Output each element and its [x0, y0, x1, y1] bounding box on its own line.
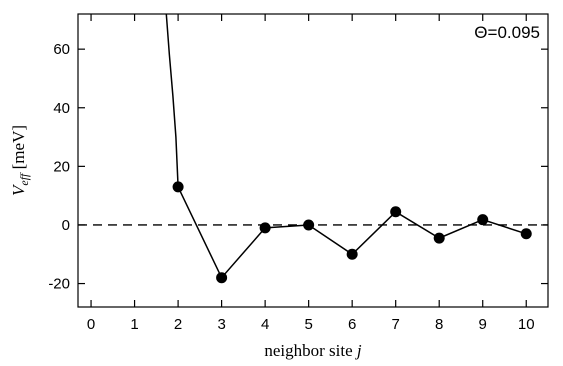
annotation-label: Θ=0.095: [474, 23, 540, 42]
data-point: [346, 248, 358, 260]
y-axis-title-subscript: eff: [17, 172, 31, 186]
y-tick-label: 20: [53, 158, 70, 175]
y-tick-label: 40: [53, 100, 70, 117]
x-axis-title-variable: j: [355, 341, 362, 360]
x-tick-label: 2: [174, 316, 182, 333]
x-tick-label: 7: [392, 316, 400, 333]
series-line: [165, 13, 527, 280]
y-tick-label: -20: [48, 276, 70, 293]
x-tick-label: 6: [348, 316, 356, 333]
x-axis-title: neighbor site j: [264, 341, 362, 360]
y-axis-title-unit: [meV]: [9, 125, 28, 174]
data-point: [172, 181, 184, 193]
x-tick-label: 5: [304, 316, 312, 333]
x-axis-title-main: neighbor site: [264, 341, 357, 360]
plot-frame: [77, 13, 549, 308]
x-tick-label: 3: [217, 316, 225, 333]
y-axis-title-main: V: [9, 183, 28, 196]
y-tick-label: 0: [62, 217, 70, 234]
x-tick-label: 9: [479, 316, 487, 333]
data-point: [477, 214, 489, 226]
y-axis-title: Veff [meV]: [9, 125, 31, 196]
x-tick-label: 1: [130, 316, 138, 333]
x-tick-label: 4: [261, 316, 269, 333]
plot-area: -20 0 20 40 60 0 1 2 3 4 5 6 7 8 9 10: [48, 13, 549, 333]
data-point: [433, 232, 445, 244]
data-point: [390, 206, 402, 218]
data-point: [520, 228, 532, 240]
data-point: [303, 219, 315, 231]
y-tick-label: 60: [53, 41, 70, 58]
x-tick-label: 0: [87, 316, 95, 333]
x-tick-label: 8: [435, 316, 443, 333]
x-tick-label: 10: [518, 316, 535, 333]
data-point: [259, 222, 271, 234]
data-point: [216, 272, 228, 284]
